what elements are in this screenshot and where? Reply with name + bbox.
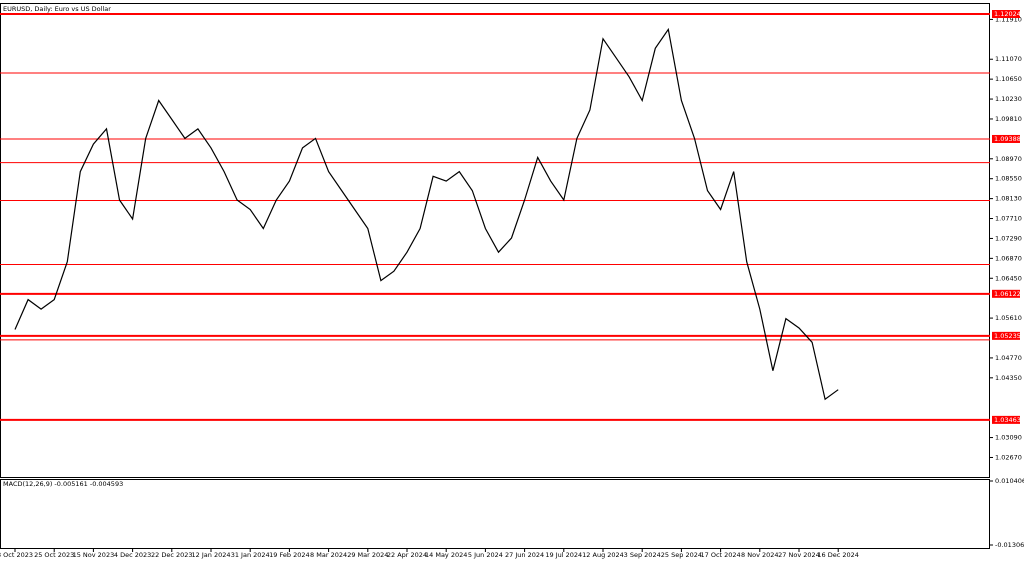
price-line xyxy=(14,27,839,401)
x-tick-label: 15 Nov 2023 xyxy=(73,551,115,559)
y-tick-label: 1.10230 xyxy=(995,95,1022,103)
x-tick-label: 12 Aug 2024 xyxy=(582,551,624,559)
x-tick-label: 16 Dec 2024 xyxy=(817,551,859,559)
level-tag-label: 1.12024 xyxy=(994,10,1021,18)
x-tick-label: 25 Oct 2023 xyxy=(34,551,74,559)
chart-title: EURUSD, Daily: Euro vs US Dollar xyxy=(3,5,111,13)
x-tick-label: 25 Sep 2024 xyxy=(661,551,702,559)
y-tick-label: 1.08550 xyxy=(995,175,1022,183)
y-tick-label: 1.11070 xyxy=(995,55,1022,63)
x-tick-label: 27 Nov 2024 xyxy=(778,551,820,559)
y-tick-label: 1.11910 xyxy=(995,15,1022,23)
x-tick-label: 19 Feb 2024 xyxy=(269,551,309,559)
y-tick-label: 1.07710 xyxy=(995,215,1022,223)
level-tag: 1.03463 xyxy=(992,415,1021,424)
y-tick-label: 1.10650 xyxy=(995,75,1022,83)
level-tag: 1.05235 xyxy=(992,331,1021,340)
macd-tick-label: -0.013063 xyxy=(995,541,1024,549)
x-tick-label: 4 Dec 2023 xyxy=(114,551,151,559)
x-tick-label: 22 Apr 2024 xyxy=(387,551,427,559)
y-tick-label: 1.05610 xyxy=(995,314,1022,322)
x-tick-label: 31 Jan 2024 xyxy=(231,551,270,559)
x-tick-label: 8 Mar 2024 xyxy=(310,551,347,559)
x-tick-label: 3 Oct 2023 xyxy=(0,551,33,559)
y-tick-label: 1.06450 xyxy=(995,274,1022,282)
macd-tick-label: 0.010406 xyxy=(995,477,1024,485)
level-tag-label: 1.03463 xyxy=(994,416,1021,424)
level-tag-label: 1.09388 xyxy=(994,135,1021,143)
y-tick-label: 1.08970 xyxy=(995,155,1022,163)
x-tick-label: 27 Jun 2024 xyxy=(505,551,544,559)
level-tag: 1.09388 xyxy=(992,134,1021,143)
level-tag-box xyxy=(992,134,1020,143)
x-tick-label: 3 Sep 2024 xyxy=(624,551,661,559)
level-tag-label: 1.05235 xyxy=(994,332,1021,340)
level-tag-box xyxy=(992,10,1020,19)
y-tick-label: 1.07290 xyxy=(995,234,1022,242)
y-tick-label: 1.09810 xyxy=(995,115,1022,123)
x-tick-label: 22 Dec 2023 xyxy=(151,551,193,559)
level-tag-box xyxy=(992,415,1020,424)
x-tick-label: 29 Mar 2024 xyxy=(347,551,388,559)
y-tick-label: 1.08130 xyxy=(995,195,1022,203)
level-tag-box xyxy=(992,331,1020,340)
y-tick-label: 1.03090 xyxy=(995,434,1022,442)
x-tick-label: 12 Jan 2024 xyxy=(192,551,231,559)
x-tick-label: 8 Nov 2024 xyxy=(741,551,779,559)
level-tag-box xyxy=(992,289,1020,298)
y-tick-label: 1.04350 xyxy=(995,374,1022,382)
x-tick-label: 19 Jul 2024 xyxy=(545,551,582,559)
y-tick-label: 1.02670 xyxy=(995,453,1022,461)
y-tick-label: 1.04770 xyxy=(995,354,1022,362)
x-tick-label: 17 Oct 2024 xyxy=(701,551,741,559)
price-panel xyxy=(0,3,990,478)
x-tick-label: 5 Jun 2024 xyxy=(468,551,503,559)
level-tag-label: 1.06122 xyxy=(994,290,1021,298)
macd-label: MACD(12,26,9) -0.005161 -0.004593 xyxy=(3,480,123,488)
macd-panel xyxy=(0,479,990,549)
y-tick-label: 1.06870 xyxy=(995,254,1022,262)
x-tick-label: 14 May 2024 xyxy=(425,551,467,559)
level-tag: 1.12024 xyxy=(992,10,1021,19)
level-tag: 1.06122 xyxy=(992,289,1021,298)
